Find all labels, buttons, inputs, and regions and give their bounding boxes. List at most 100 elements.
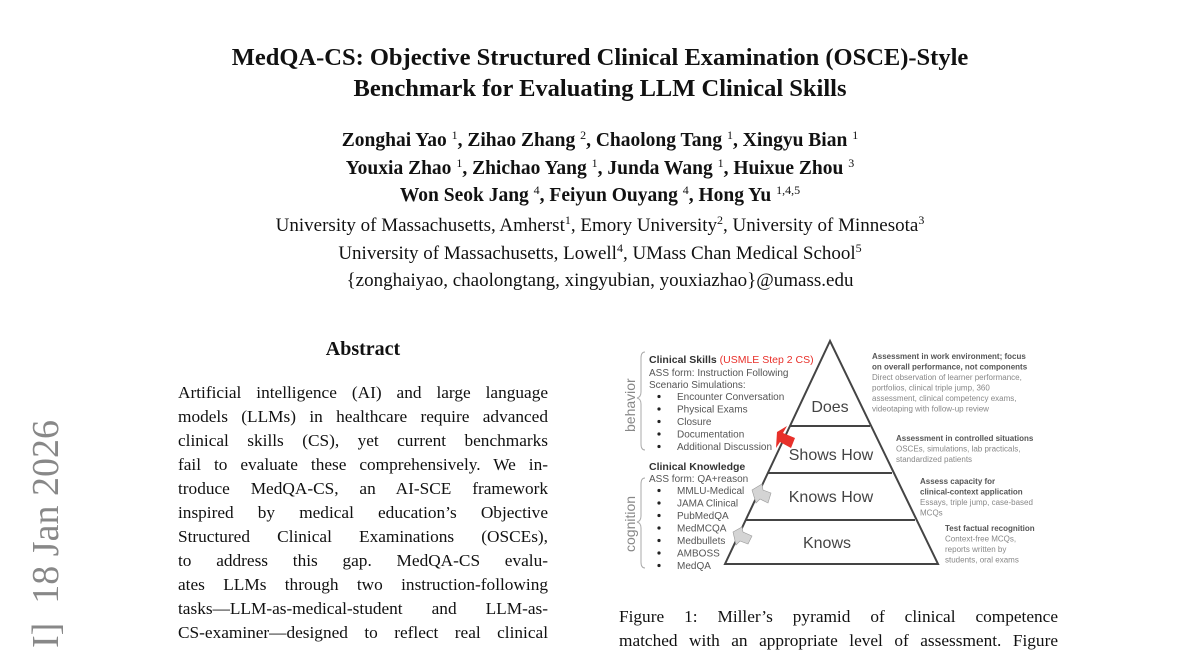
person-name: Zonghai Yao bbox=[341, 130, 447, 151]
assessment-heading: Assess capacity for bbox=[920, 477, 995, 486]
abstract-body: Artificial intelligence (AI) and large l… bbox=[178, 381, 548, 645]
skills-tag: (USMLE Step 2 CS) bbox=[720, 354, 814, 366]
abstract-line: tasks—LLM-as-medical-student and LLM-as- bbox=[178, 599, 548, 618]
superscript: 1 bbox=[451, 128, 458, 142]
abstract-line: troduce MedQA-CS, an AI-SCE framework bbox=[178, 479, 548, 498]
abstract-line: CS-examiner—designed to reflect real cli… bbox=[178, 623, 548, 642]
list-item: MMLU-Medical bbox=[677, 486, 744, 497]
assessment-text: portfolios, clinical triple jump, 360 bbox=[872, 384, 990, 393]
level-shows-how: Shows How bbox=[789, 447, 874, 464]
level-knows-how: Knows How bbox=[789, 489, 874, 506]
pyramid bbox=[723, 338, 940, 565]
assessment-heading: Test factual recognition bbox=[945, 524, 1035, 533]
assessment-heading: Assessment in work environment; focus bbox=[872, 352, 1026, 361]
level-does: Does bbox=[811, 399, 848, 416]
paper-title: MedQA-CS: Objective Structured Clinical … bbox=[0, 42, 1200, 104]
abstract-line: Artificial intelligence (AI) and large l… bbox=[178, 383, 548, 402]
bullet-icon bbox=[657, 513, 661, 518]
list-item: AMBOSS bbox=[677, 549, 720, 560]
abstract-heading: Abstract bbox=[325, 338, 401, 360]
svg-text:Clinical Skills (USMLE Step 2: Clinical Skills (USMLE Step 2 CS) bbox=[649, 354, 814, 366]
superscript: 5 bbox=[855, 240, 862, 255]
bullet-icon bbox=[657, 501, 661, 505]
list-item: Closure bbox=[677, 417, 712, 428]
bullet-icon bbox=[657, 432, 661, 436]
superscript: 4 bbox=[682, 183, 689, 197]
list-item: Documentation bbox=[677, 430, 744, 441]
line: University of Massachusetts, Lowell4, UM… bbox=[338, 240, 862, 264]
assessment-text: Context-free MCQs, bbox=[945, 535, 1016, 544]
abstract-line: ates LLMs through two instruction-follow… bbox=[178, 575, 548, 594]
abstract-line: clinical skills (CS), yet current benchm… bbox=[178, 431, 548, 450]
assessment-text: Essays, triple jump, case-based bbox=[920, 498, 1033, 507]
bullet-icon bbox=[657, 394, 661, 399]
list-item: JAMA Clinical bbox=[677, 499, 738, 510]
superscript: 2 bbox=[717, 213, 724, 227]
person-name: Zihao Zhang bbox=[467, 130, 576, 151]
superscript: 1 bbox=[717, 155, 724, 170]
assessment-text: reports written by bbox=[945, 545, 1006, 554]
red-arrow-icon bbox=[776, 426, 795, 448]
cognition-bracket bbox=[636, 477, 646, 569]
person-name: Xingyu Bian bbox=[742, 130, 848, 151]
gray-arrow-icon bbox=[732, 526, 753, 546]
list-item: PubMedQA bbox=[677, 511, 729, 522]
figure-millers-pyramid: behavior cognition Does Shows How Knows … bbox=[622, 338, 1035, 572]
list-item: MedMCQA bbox=[677, 524, 727, 535]
title-line: MedQA-CS: Objective Structured Clinical … bbox=[231, 44, 969, 71]
person-name: Youxia Zhao bbox=[345, 157, 452, 179]
level-knows: Knows bbox=[803, 535, 851, 552]
abstract-line: models (LLMs) in healthcare require adva… bbox=[178, 407, 548, 426]
abstract-line: to address this gap. MedQA-CS evalu- bbox=[178, 551, 548, 570]
skills-items: Encounter Conversation Physical ExamsClos… bbox=[657, 392, 784, 453]
list-item: Medbullets bbox=[677, 536, 725, 547]
person-name: University of Massachusetts, Amherst bbox=[275, 215, 565, 236]
assessment-text: assessment, clinical competency exams, bbox=[872, 394, 1017, 403]
knowledge-form: ASS form: QA+reason bbox=[649, 474, 748, 485]
superscript: 1 bbox=[852, 128, 859, 142]
behavior-label: behavior bbox=[622, 378, 638, 432]
person-name: University of Minnesota bbox=[732, 215, 919, 236]
assessment-text: videotaping with follow-up review bbox=[872, 405, 989, 414]
list-item: Encounter Conversation bbox=[677, 392, 784, 403]
knowledge-title: Clinical Knowledge bbox=[649, 461, 745, 473]
figure-caption: Figure 1: Miller’s pyramid of clinical c… bbox=[619, 605, 1058, 653]
superscript: 1 bbox=[591, 155, 598, 170]
assessment-text: students, oral exams bbox=[945, 556, 1019, 565]
person-name: Won Seok Jang bbox=[399, 185, 529, 206]
person-name: Junda Wang bbox=[607, 157, 713, 179]
line: University of Massachusetts, Amherst1, E… bbox=[275, 213, 925, 236]
bullet-icon bbox=[657, 407, 661, 411]
caption-line: matched with an appropriate level of ass… bbox=[619, 631, 1058, 650]
list-item: Physical Exams bbox=[677, 405, 748, 416]
assessment-text: standardized patients bbox=[896, 455, 972, 464]
author-list: Zonghai Yao 1, Zihao Zhang 2, Chaolong T… bbox=[0, 127, 1200, 210]
title-line: Benchmark for Evaluating LLM Clinical Sk… bbox=[353, 75, 847, 102]
arxiv-watermark: I] 18 Jan 2026 bbox=[25, 420, 67, 648]
affiliations: University of Massachusetts, Amherst1, E… bbox=[0, 212, 1200, 295]
superscript: 4 bbox=[616, 240, 623, 255]
assessment-text: OSCEs, simulations, lab practicals, bbox=[896, 445, 1021, 454]
email-line: {zonghaiyao, chaolongtang, xingyubian, y… bbox=[346, 270, 854, 291]
person-name: Zhichao Yang bbox=[472, 157, 587, 179]
line: Zonghai Yao 1, Zihao Zhang 2, Chaolong T… bbox=[341, 128, 859, 151]
assessment-text: MCQs bbox=[920, 509, 943, 518]
list-item: MedQA bbox=[677, 561, 711, 572]
superscript: 1 bbox=[726, 128, 733, 142]
assessment-heading: on overall performance, not components bbox=[872, 363, 1028, 372]
person-name: University of Massachusetts, Lowell bbox=[338, 242, 617, 264]
skills-form: ASS form: Instruction Following bbox=[649, 368, 789, 379]
superscript: 2 bbox=[580, 128, 587, 142]
person-name: Chaolong Tang bbox=[595, 130, 723, 151]
abstract-line: inspired by medical education’s Objectiv… bbox=[178, 503, 548, 522]
assessment-text: Direct observation of learner performanc… bbox=[872, 373, 1022, 382]
person-name: Feiyun Ouyang bbox=[549, 185, 678, 206]
list-item: Additional Discussion bbox=[677, 442, 772, 453]
person-name: Emory University bbox=[580, 215, 718, 236]
gray-arrow-icon bbox=[751, 483, 772, 504]
superscript: 1,4,5 bbox=[776, 183, 801, 197]
caption-line: Figure 1: Miller’s pyramid of clinical c… bbox=[619, 607, 1058, 626]
assessment-heading: Assessment in controlled situations bbox=[896, 434, 1034, 443]
skills-sub: Scenario Simulations: bbox=[649, 380, 746, 391]
